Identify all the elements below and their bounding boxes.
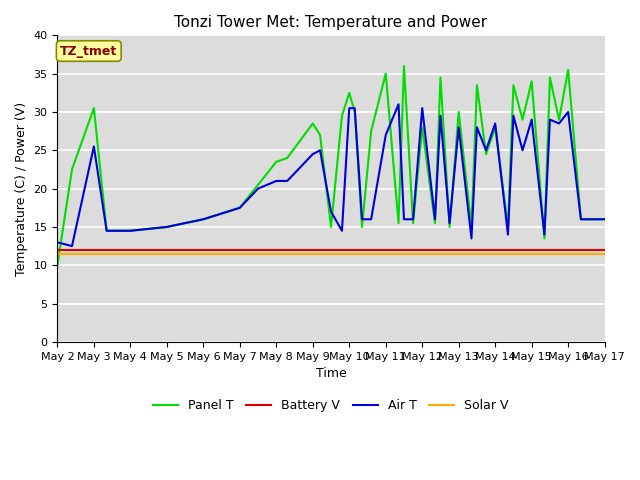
Panel T xyxy=(54,263,61,268)
Panel T xyxy=(564,67,572,72)
Air T xyxy=(528,117,536,122)
Panel T xyxy=(68,167,76,172)
Air T xyxy=(200,216,207,222)
Panel T xyxy=(103,228,111,234)
Air T xyxy=(455,124,463,130)
Panel T xyxy=(431,220,439,226)
Air T xyxy=(582,216,590,222)
Panel T xyxy=(127,228,134,234)
Air T xyxy=(351,105,358,111)
Panel T xyxy=(518,117,526,122)
Panel T xyxy=(395,220,403,226)
Panel T xyxy=(409,220,417,226)
Air T xyxy=(254,186,262,192)
Panel T xyxy=(555,117,563,122)
Air T xyxy=(492,120,499,126)
Panel T xyxy=(445,224,453,230)
Air T xyxy=(90,144,98,149)
Panel T xyxy=(504,224,512,230)
Panel T xyxy=(254,182,262,188)
Air T xyxy=(395,101,403,107)
Panel T xyxy=(273,159,280,165)
Air T xyxy=(346,105,353,111)
Panel T xyxy=(509,82,517,88)
Air T xyxy=(127,228,134,234)
Air T xyxy=(518,147,526,153)
Panel T xyxy=(482,151,490,157)
Air T xyxy=(473,124,481,130)
Air T xyxy=(504,232,512,238)
Air T xyxy=(509,113,517,119)
Panel T xyxy=(528,78,536,84)
Panel T xyxy=(419,124,426,130)
Air T xyxy=(409,216,417,222)
Air T xyxy=(546,117,554,122)
Panel T xyxy=(577,216,585,222)
Air T xyxy=(338,228,346,234)
Panel T xyxy=(309,120,317,126)
Air T xyxy=(591,216,599,222)
Panel T xyxy=(382,71,390,76)
Air T xyxy=(236,205,244,211)
Panel T xyxy=(468,224,476,230)
Air T xyxy=(436,113,444,119)
Panel T xyxy=(601,216,609,222)
Air T xyxy=(564,109,572,115)
Air T xyxy=(327,209,335,215)
Panel T xyxy=(316,132,324,138)
Solar V xyxy=(90,251,98,257)
Line: Panel T: Panel T xyxy=(58,66,605,265)
Air T xyxy=(316,147,324,153)
Panel T xyxy=(284,155,291,161)
Solar V xyxy=(54,251,61,257)
Title: Tonzi Tower Met: Temperature and Power: Tonzi Tower Met: Temperature and Power xyxy=(175,15,488,30)
Battery V xyxy=(54,247,61,253)
Battery V xyxy=(90,247,98,253)
Air T xyxy=(54,240,61,245)
Panel T xyxy=(200,216,207,222)
Air T xyxy=(601,216,609,222)
Air T xyxy=(482,147,490,153)
Air T xyxy=(445,220,453,226)
Text: TZ_tmet: TZ_tmet xyxy=(60,45,117,58)
Panel T xyxy=(400,63,408,69)
Panel T xyxy=(492,124,499,130)
Panel T xyxy=(546,74,554,80)
Air T xyxy=(541,232,548,238)
Air T xyxy=(163,224,171,230)
Air T xyxy=(284,178,291,184)
Panel T xyxy=(351,109,358,115)
Panel T xyxy=(338,113,346,119)
Air T xyxy=(468,236,476,241)
Air T xyxy=(400,216,408,222)
X-axis label: Time: Time xyxy=(316,367,346,380)
Air T xyxy=(367,216,375,222)
Legend: Panel T, Battery V, Air T, Solar V: Panel T, Battery V, Air T, Solar V xyxy=(148,394,514,417)
Panel T xyxy=(455,109,463,115)
Air T xyxy=(309,151,317,157)
Panel T xyxy=(541,236,548,241)
Air T xyxy=(431,216,439,222)
Y-axis label: Temperature (C) / Power (V): Temperature (C) / Power (V) xyxy=(15,102,28,276)
Line: Air T: Air T xyxy=(58,104,605,246)
Air T xyxy=(577,216,585,222)
Air T xyxy=(68,243,76,249)
Air T xyxy=(382,132,390,138)
Air T xyxy=(419,105,426,111)
Panel T xyxy=(436,74,444,80)
Panel T xyxy=(236,205,244,211)
Air T xyxy=(103,228,111,234)
Panel T xyxy=(358,224,366,230)
Panel T xyxy=(591,216,599,222)
Panel T xyxy=(327,224,335,230)
Panel T xyxy=(90,105,98,111)
Panel T xyxy=(346,90,353,96)
Panel T xyxy=(473,82,481,88)
Panel T xyxy=(367,128,375,134)
Panel T xyxy=(582,216,590,222)
Panel T xyxy=(163,224,171,230)
Air T xyxy=(273,178,280,184)
Air T xyxy=(555,120,563,126)
Air T xyxy=(358,216,366,222)
